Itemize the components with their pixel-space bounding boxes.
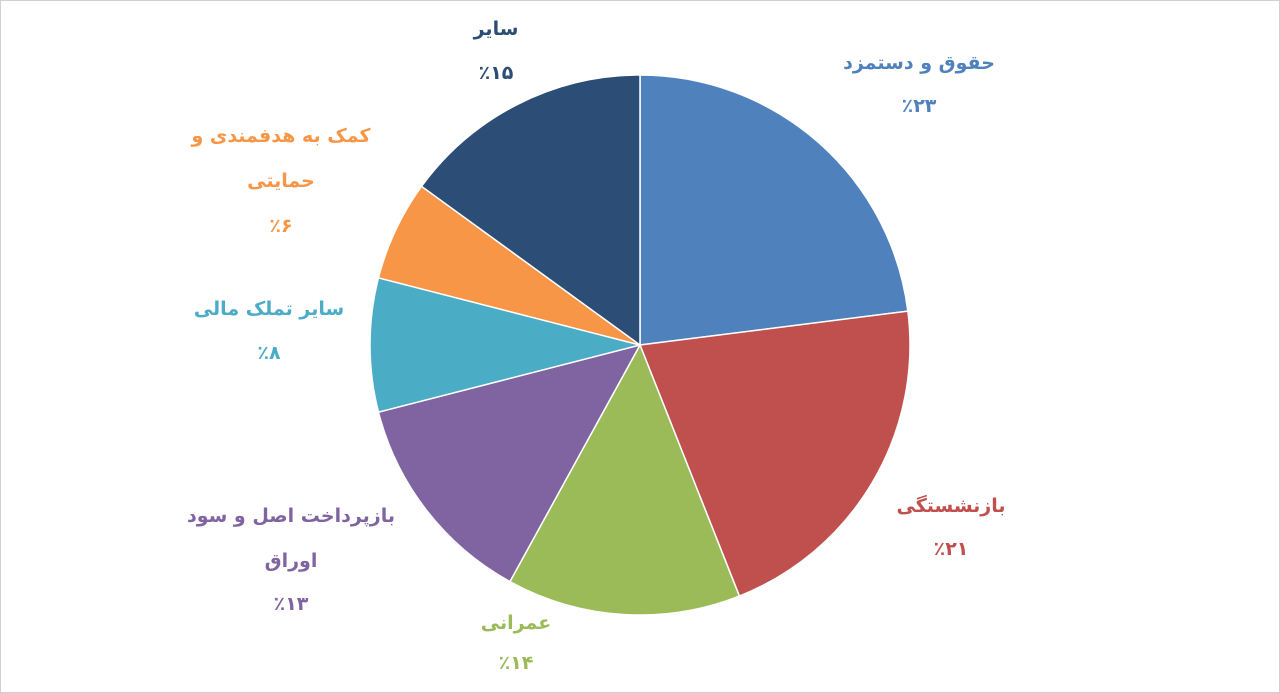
slice-label: سایر تملک مالی: [193, 298, 345, 320]
pie-slice: [639, 74, 909, 346]
value-label: ٪۱۴: [498, 652, 534, 674]
pie-slice: [369, 276, 641, 414]
slice-label: حقوق و دستمزد: [843, 52, 995, 74]
slice-label: کمک به هدفمندی و حمایتی: [191, 125, 371, 192]
slice-label: بازنشستگی: [896, 495, 1006, 517]
pie-slice: [377, 343, 642, 583]
pie-slice: [638, 310, 911, 598]
value-label: ٪۱۳: [273, 593, 309, 615]
slice-label: عمرانی: [480, 612, 552, 634]
value-label: ٪۸: [257, 342, 281, 364]
pie-slice: [420, 74, 641, 347]
value-label: ٪۲۳: [901, 95, 937, 117]
value-label: ٪۶: [269, 215, 293, 237]
slice-label: بازپرداخت اصل و سود اوراق: [186, 505, 396, 572]
value-label: ٪۱۵: [478, 62, 514, 84]
value-label: ٪۲۱: [933, 538, 969, 560]
slice-label: سایر: [473, 18, 519, 40]
pie-slice: [508, 343, 741, 616]
